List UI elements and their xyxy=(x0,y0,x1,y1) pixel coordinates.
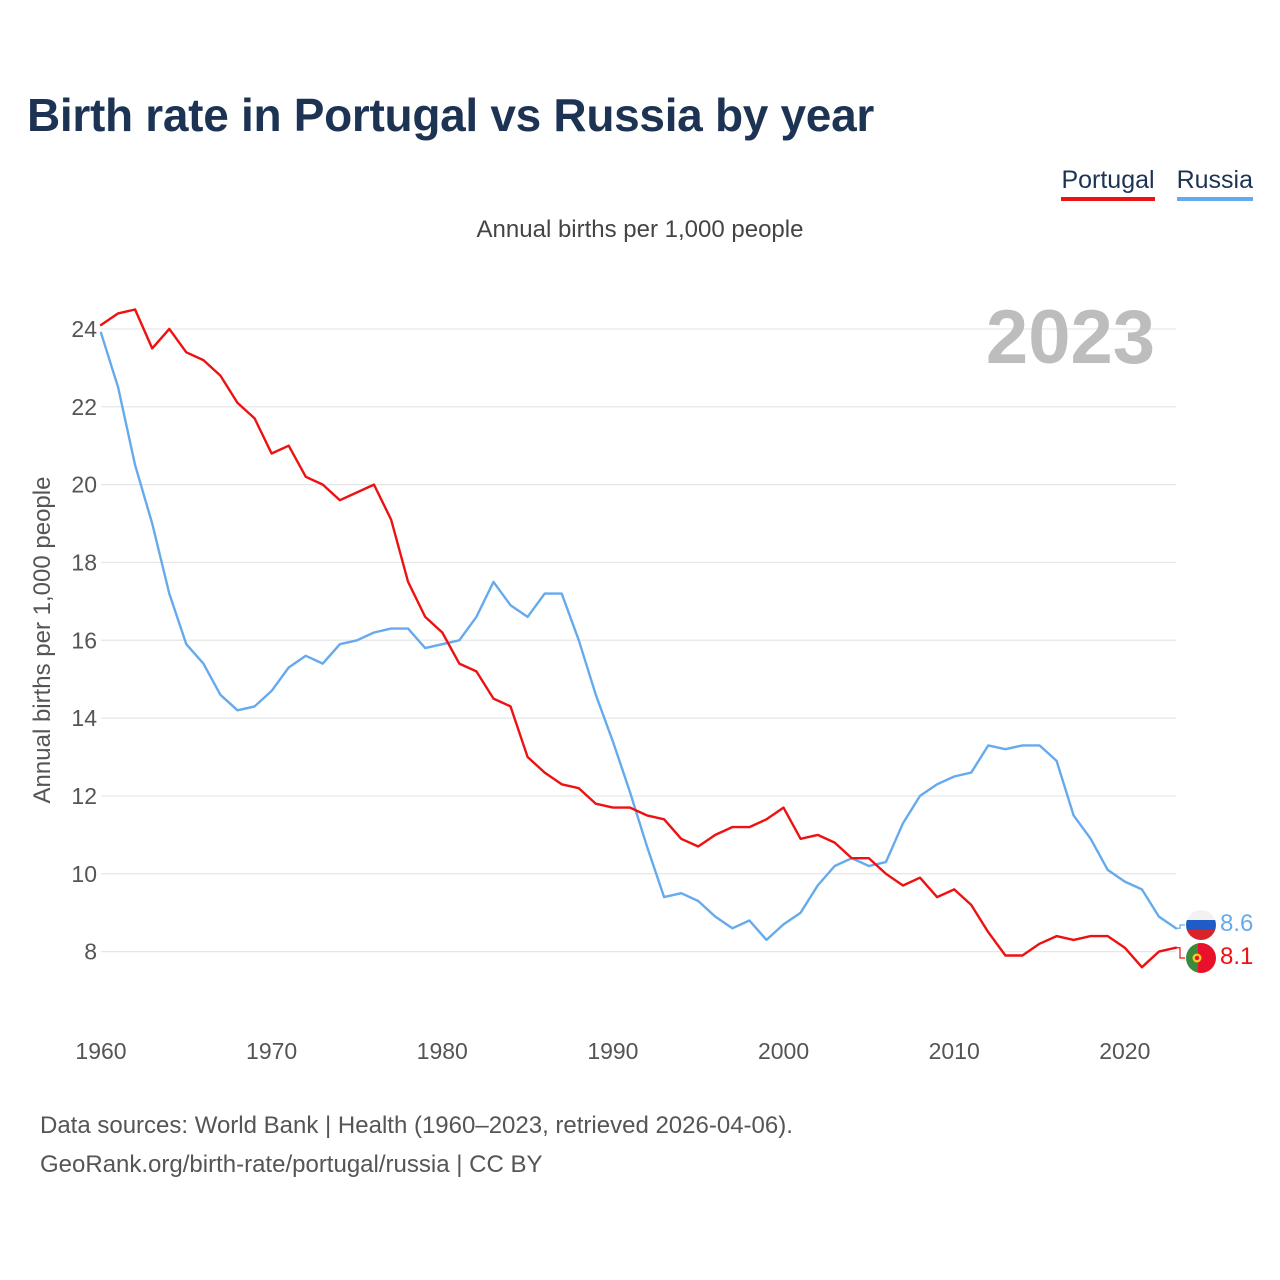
y-axis-ticks: 8 10 12 14 16 18 20 22 24 xyxy=(71,316,97,965)
chart-title: Birth rate in Portugal vs Russia by year xyxy=(27,89,874,141)
end-connector-russia xyxy=(1176,924,1185,929)
y-tick-label: 8 xyxy=(84,939,97,965)
year-badge: 2023 xyxy=(985,295,1155,380)
portugal-flag-icon xyxy=(1186,943,1216,973)
legend-item-portugal[interactable]: Portugal xyxy=(1061,166,1155,201)
y-tick-label: 24 xyxy=(71,316,97,342)
series-lines xyxy=(99,308,1185,969)
end-markers xyxy=(1186,910,1216,973)
x-tick-label: 1960 xyxy=(75,1038,126,1064)
y-tick-label: 16 xyxy=(71,627,97,653)
x-axis-ticks: 1960 1970 1980 1990 2000 2010 2020 xyxy=(75,1038,1150,1064)
russia-end-value: 8.6 xyxy=(1220,910,1253,937)
x-tick-label: 1990 xyxy=(587,1038,638,1064)
chart-subtitle: Annual births per 1,000 people xyxy=(476,216,804,243)
russia-flag-icon xyxy=(1186,910,1216,940)
y-axis-label: Annual births per 1,000 people xyxy=(29,477,56,804)
grid-lines xyxy=(101,328,1176,953)
source-line-2[interactable]: GeoRank.org/birth-rate/portugal/russia |… xyxy=(40,1151,543,1178)
x-tick-label: 2020 xyxy=(1099,1038,1150,1064)
x-tick-label: 1970 xyxy=(246,1038,297,1064)
source-note: Data sources: World Bank | Health (1960–… xyxy=(40,1106,793,1184)
legend: Portugal Russia xyxy=(1061,166,1253,201)
x-tick-label: 2000 xyxy=(758,1038,809,1064)
source-line-1: Data sources: World Bank | Health (1960–… xyxy=(40,1112,793,1139)
y-tick-label: 12 xyxy=(71,783,97,809)
y-tick-label: 10 xyxy=(71,861,97,887)
portugal-end-value: 8.1 xyxy=(1220,943,1253,970)
y-tick-label: 20 xyxy=(71,472,97,498)
legend-item-russia[interactable]: Russia xyxy=(1176,166,1253,201)
series-line-russia[interactable] xyxy=(99,331,1178,942)
x-tick-label: 2010 xyxy=(929,1038,980,1064)
end-connector-portugal xyxy=(1176,947,1185,959)
x-tick-label: 1980 xyxy=(417,1038,468,1064)
series-line-portugal[interactable] xyxy=(99,308,1178,969)
y-tick-label: 14 xyxy=(71,705,97,731)
y-tick-label: 18 xyxy=(71,549,97,575)
y-tick-label: 22 xyxy=(71,394,97,420)
